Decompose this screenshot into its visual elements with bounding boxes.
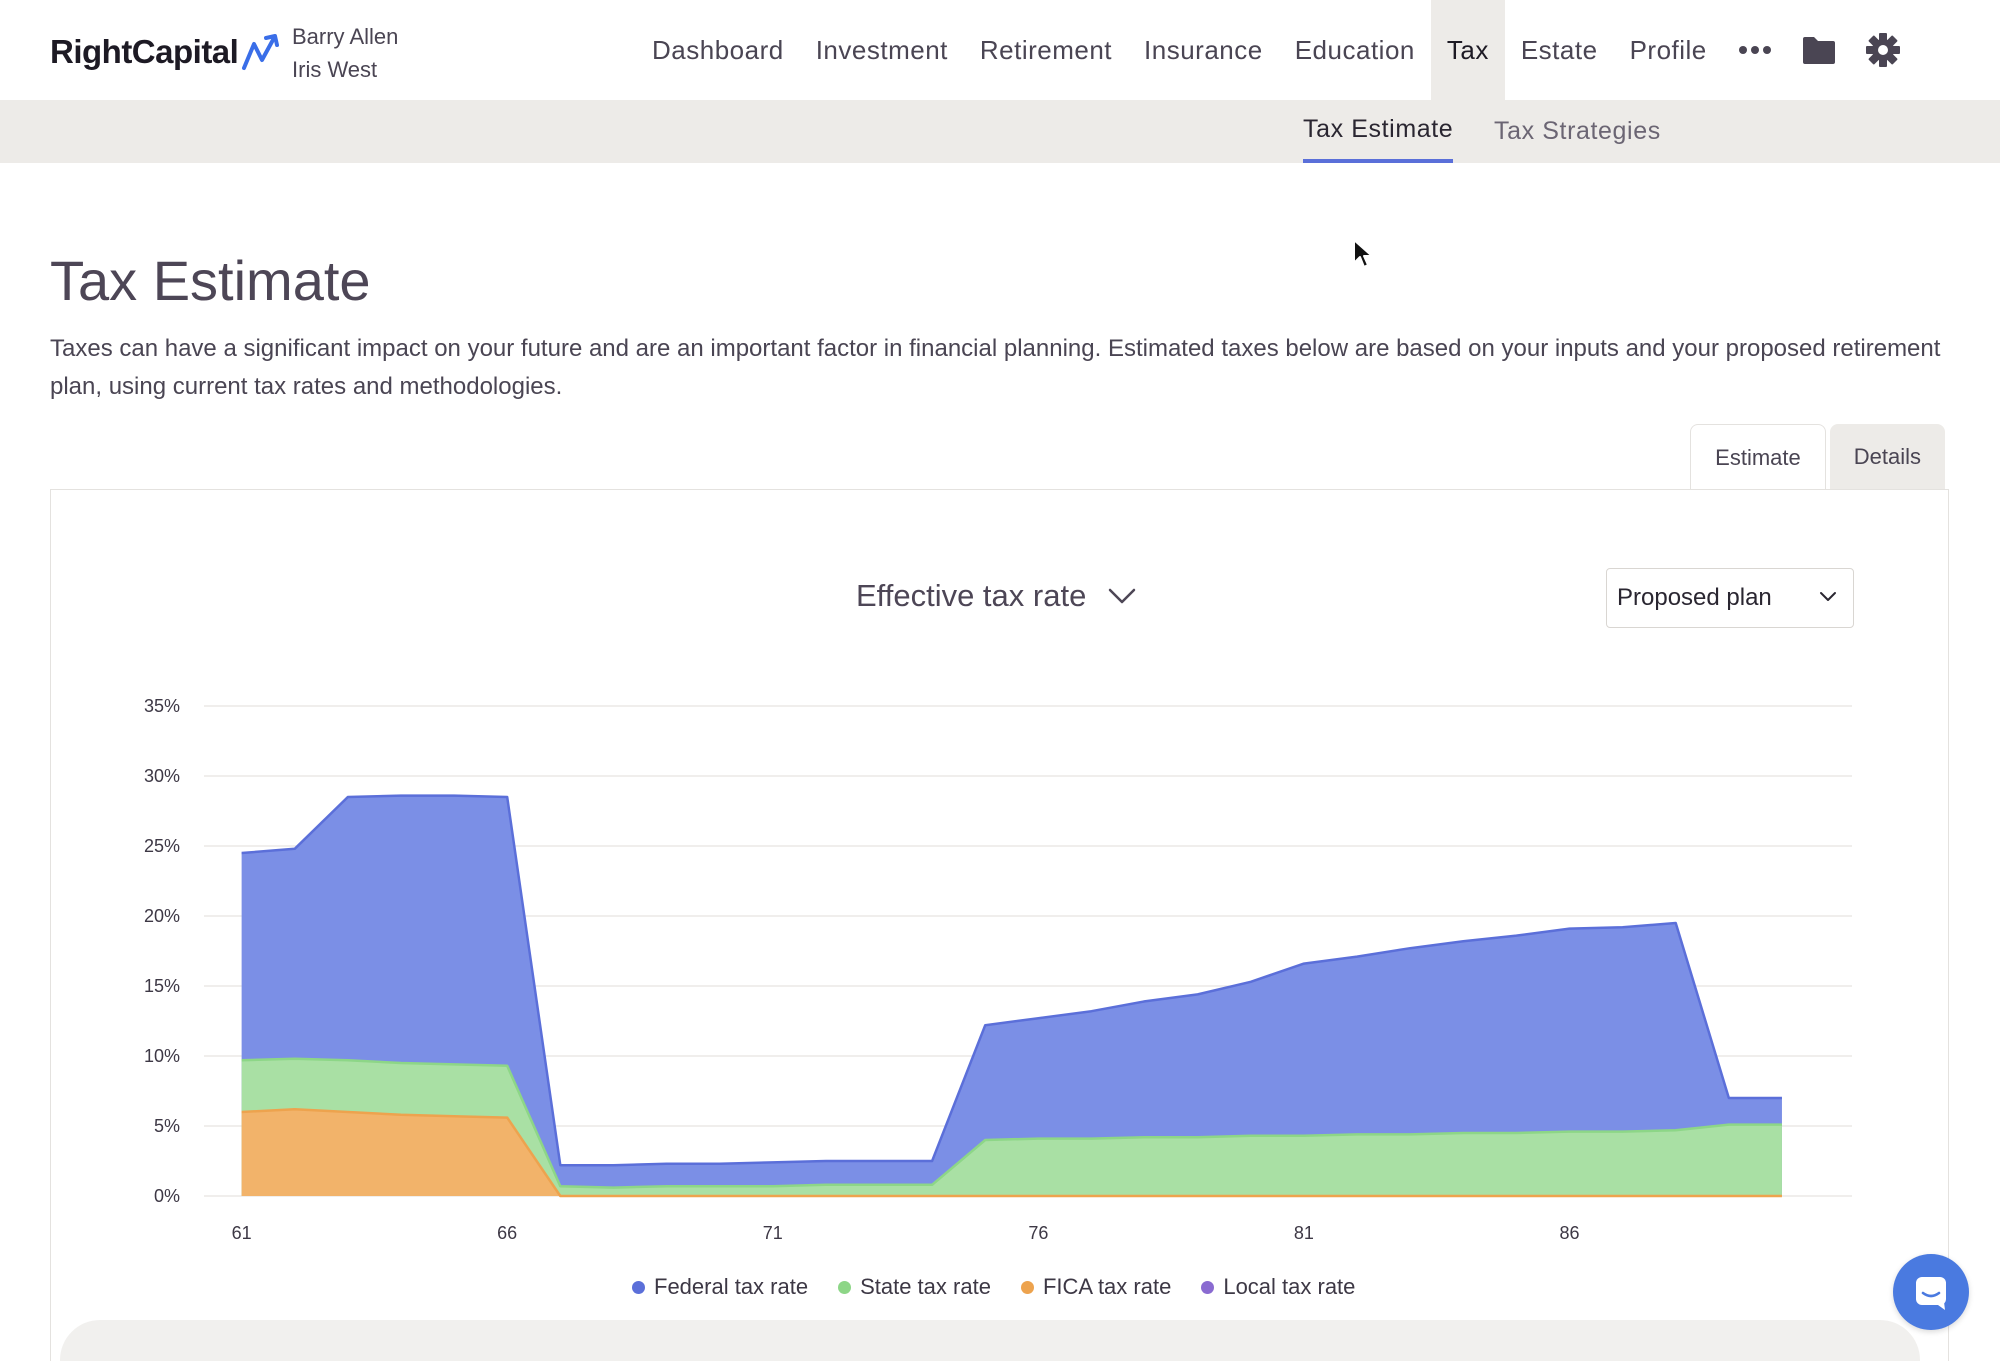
federal-tax-area-line xyxy=(241,794,1782,1167)
metric-dropdown-label: Effective tax rate xyxy=(856,578,1087,613)
x-tick-label: 86 xyxy=(1559,1223,1579,1243)
tab-estimate[interactable]: Estimate xyxy=(1690,424,1826,491)
client-name-1: Barry Allen xyxy=(292,24,399,49)
federal-tax-area[interactable] xyxy=(241,795,1782,1196)
nav-investment[interactable]: Investment xyxy=(815,35,948,65)
y-tick-label: 25% xyxy=(144,836,180,856)
legend-state[interactable]: State tax rate xyxy=(838,1274,991,1300)
tab-details[interactable]: Details xyxy=(1829,424,1945,490)
client-name-2: Iris West xyxy=(292,57,378,82)
view-tabs: Estimate Details xyxy=(1686,424,1945,491)
legend-fica-dot xyxy=(1020,1280,1034,1294)
metric-dropdown[interactable]: Effective tax rate xyxy=(856,578,1136,614)
nav-insurance[interactable]: Insurance xyxy=(1144,35,1263,65)
page-description: Taxes can have a significant impact on y… xyxy=(50,335,1941,400)
rightcapital-logo[interactable]: RightCapital xyxy=(50,30,286,74)
fica-tax-area-line xyxy=(241,1107,1782,1198)
chart-legend: Federal tax rate State tax rate FICA tax… xyxy=(632,1274,1385,1300)
y-tick-label: 20% xyxy=(144,906,180,926)
plan-dropdown[interactable]: Proposed plan xyxy=(1606,568,1854,628)
client-names: Barry Allen Iris West xyxy=(292,20,398,86)
x-tick-label: 61 xyxy=(232,1223,252,1243)
chart-areas xyxy=(241,794,1782,1198)
more-icon[interactable] xyxy=(1723,0,1787,100)
legend-state-label: State tax rate xyxy=(860,1274,991,1299)
sub-navbar: Tax Estimate Tax Strategies xyxy=(0,100,2000,163)
legend-local-dot xyxy=(1201,1280,1215,1294)
y-axis-ticks: 0% 5% 10% 15% 20% 25% 30% 35% xyxy=(144,696,180,1206)
legend-local-label: Local tax rate xyxy=(1223,1274,1356,1299)
tab-tax-strategies[interactable]: Tax Strategies xyxy=(1494,117,1661,145)
logo-text: RightCapital xyxy=(50,33,239,70)
chat-support-button[interactable] xyxy=(1893,1254,1969,1330)
legend-federal-dot xyxy=(632,1280,645,1294)
nav-dashboard[interactable]: Dashboard xyxy=(652,35,784,65)
y-tick-label: 30% xyxy=(144,766,180,786)
legend-fica[interactable]: FICA tax rate xyxy=(1020,1274,1172,1300)
bottom-panel-edge xyxy=(60,1320,1920,1361)
x-tick-label: 66 xyxy=(497,1223,517,1243)
state-tax-area-line xyxy=(241,1057,1782,1189)
y-tick-label: 0% xyxy=(154,1186,180,1206)
y-tick-label: 10% xyxy=(144,1046,180,1066)
fica-tax-area[interactable] xyxy=(241,1109,1782,1196)
x-axis-ticks: 61 66 71 76 81 86 xyxy=(232,1223,1580,1243)
nav-education[interactable]: Education xyxy=(1294,35,1415,65)
effective-tax-rate-chart: 0% 5% 10% 15% 20% 25% 30% 35% 61 66 71 76 81 86 xyxy=(144,696,1852,1243)
folder-icon[interactable] xyxy=(1787,0,1851,100)
y-tick-label: 5% xyxy=(154,1116,180,1136)
x-tick-label: 71 xyxy=(763,1223,783,1243)
x-tick-label: 81 xyxy=(1294,1223,1314,1243)
y-tick-label: 35% xyxy=(144,696,180,716)
nav-tax[interactable]: Tax xyxy=(1430,0,1505,100)
legend-local[interactable]: Local tax rate xyxy=(1201,1274,1355,1300)
nav-retirement[interactable]: Retirement xyxy=(979,35,1113,65)
gear-icon[interactable] xyxy=(1851,0,1915,100)
nav-profile[interactable]: Profile xyxy=(1629,35,1707,65)
state-tax-area[interactable] xyxy=(241,1058,1782,1196)
top-navbar: RightCapital Barry Allen Iris West Dashb… xyxy=(0,0,2000,100)
legend-state-dot xyxy=(838,1280,852,1294)
chat-icon xyxy=(1916,1277,1946,1310)
legend-fica-label: FICA tax rate xyxy=(1042,1274,1172,1299)
tab-tax-estimate[interactable]: Tax Estimate xyxy=(1303,100,1454,163)
nav-estate[interactable]: Estate xyxy=(1520,35,1598,65)
legend-federal[interactable]: Federal tax rate xyxy=(632,1274,808,1300)
x-tick-label: 76 xyxy=(1028,1223,1048,1243)
mouse-cursor-icon xyxy=(1353,239,1373,268)
y-tick-label: 15% xyxy=(144,976,180,996)
main-nav: Dashboard Investment Retirement Insuranc… xyxy=(636,0,1915,100)
chevron-down-icon xyxy=(1820,592,1836,601)
plan-dropdown-label: Proposed plan xyxy=(1617,584,1772,611)
logo-arrow-icon xyxy=(242,34,280,70)
legend-federal-label: Federal tax rate xyxy=(654,1274,809,1299)
chevron-down-icon xyxy=(1109,588,1136,604)
page-title: Tax Estimate xyxy=(50,249,371,312)
